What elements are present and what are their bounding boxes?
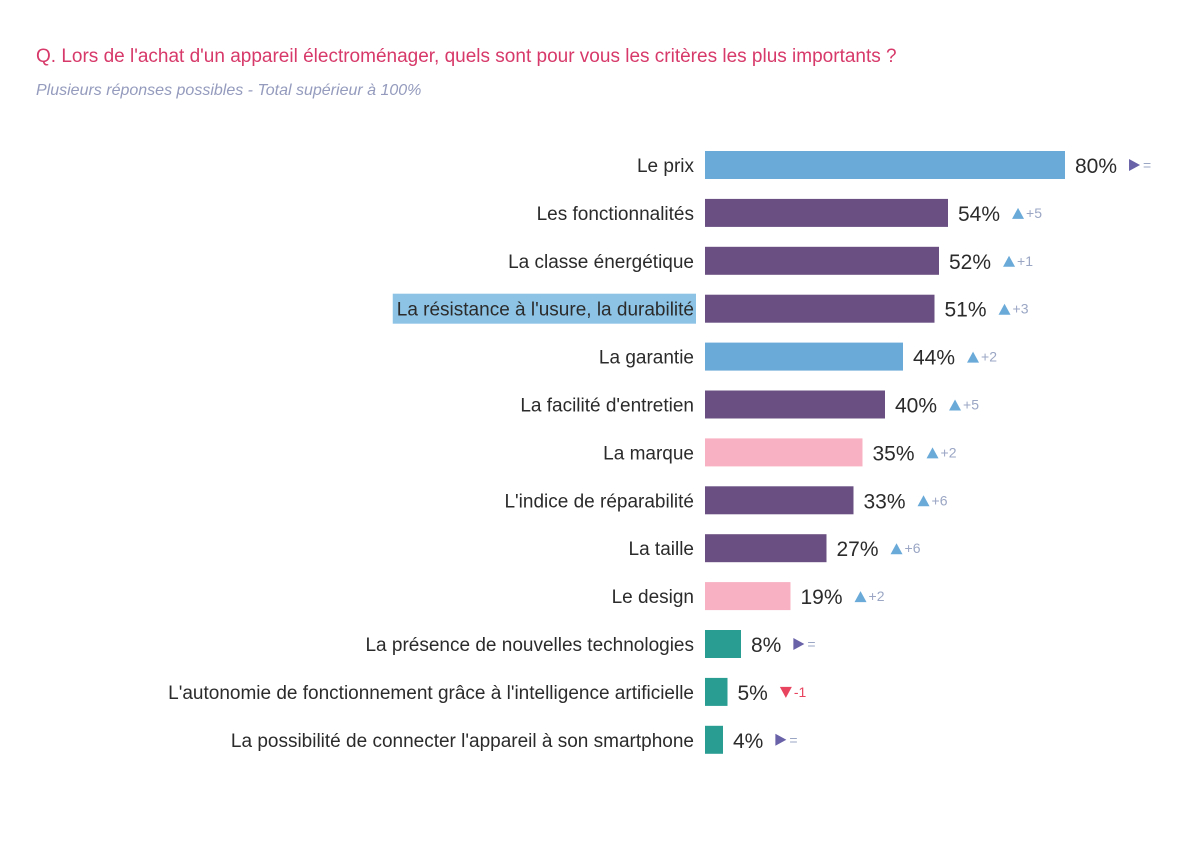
trend-up-icon (949, 399, 962, 411)
bar-row: La facilité d'entretien 40% +5 (520, 390, 979, 419)
value-label: 5% (738, 682, 768, 705)
change-label: +2 (869, 588, 885, 604)
bar-row: La résistance à l'usure, la durabilité 51… (392, 293, 1029, 324)
category-label: La facilité d'entretien (520, 396, 694, 417)
change-label: +6 (905, 540, 921, 556)
trend-up-icon (1003, 255, 1016, 267)
category-label: Le design (612, 587, 694, 608)
trend-up-icon (1012, 207, 1025, 219)
trend-flat-icon (793, 638, 805, 650)
category-label: Le prix (637, 156, 695, 177)
bar (705, 294, 935, 323)
bar (705, 438, 863, 467)
change-label: -1 (794, 684, 807, 700)
bar (705, 198, 948, 227)
category-label: Les fonctionnalités (537, 204, 694, 225)
value-label: 33% (864, 490, 906, 513)
category-label: La résistance à l'usure, la durabilité (397, 300, 694, 321)
change-label: +1 (1017, 253, 1033, 269)
trend-flat-icon (1129, 159, 1141, 171)
category-label: La présence de nouvelles technologies (365, 635, 694, 656)
bar-row: Le prix 80% = (637, 151, 1151, 179)
bar-row: La garantie 44% +2 (599, 342, 997, 371)
trend-up-icon (890, 543, 903, 555)
value-label: 40% (895, 395, 937, 418)
change-label: = (789, 732, 797, 748)
category-label: L'autonomie de fonctionnement grâce à l'… (168, 683, 694, 704)
bar (705, 151, 1065, 179)
change-label: +5 (1026, 205, 1042, 221)
change-label: +5 (963, 397, 979, 413)
value-label: 35% (873, 442, 915, 465)
bar (705, 342, 903, 371)
value-label: 51% (945, 299, 987, 322)
bar-row: La présence de nouvelles technologies 8% = (365, 630, 816, 658)
value-label: 27% (837, 538, 879, 561)
chart-title: Q. Lors de l'achat d'un appareil électro… (36, 46, 897, 67)
change-label: +2 (941, 444, 957, 460)
trend-flat-icon (775, 733, 787, 746)
trend-up-icon (998, 303, 1011, 315)
bar (705, 486, 854, 515)
bar (705, 246, 939, 275)
category-label: La garantie (599, 348, 694, 369)
bar (705, 534, 827, 563)
bar-row: L'autonomie de fonctionnement grâce à l'… (168, 677, 807, 706)
category-label: La marque (603, 443, 694, 464)
bar (705, 725, 723, 754)
bar-row: La possibilité de connecter l'appareil à… (231, 725, 798, 754)
category-label: La possibilité de connecter l'appareil à… (231, 731, 694, 752)
bar-row: La classe énergétique 52% +1 (508, 246, 1033, 275)
change-label: = (807, 636, 815, 652)
bar-row: L'indice de réparabilité 33% +6 (504, 486, 948, 515)
bar-row: La marque 35% +2 (603, 438, 957, 467)
label-highlight (392, 293, 696, 324)
value-label: 8% (751, 634, 781, 657)
chart-subtitle: Plusieurs réponses possibles - Total sup… (36, 82, 422, 99)
bar (705, 677, 728, 706)
trend-up-icon (917, 495, 930, 507)
bar (705, 390, 885, 419)
change-label: +3 (1013, 301, 1029, 317)
category-label: La classe énergétique (508, 252, 694, 273)
value-label: 52% (949, 251, 991, 274)
category-label: L'indice de réparabilité (504, 491, 694, 512)
bar-row: Les fonctionnalités 54% +5 (537, 198, 1042, 227)
bar-row: Le design 19% +2 (612, 582, 885, 611)
change-label: +2 (981, 349, 997, 365)
trend-up-icon (926, 447, 939, 459)
value-label: 54% (958, 203, 1000, 226)
value-label: 80% (1075, 155, 1117, 178)
value-label: 19% (801, 586, 843, 609)
value-label: 4% (733, 730, 763, 753)
trend-down-icon (779, 686, 792, 698)
bar (705, 630, 741, 658)
change-label: = (1143, 157, 1151, 173)
bar (705, 582, 791, 611)
change-label: +6 (932, 492, 948, 508)
trend-up-icon (854, 591, 867, 603)
trend-up-icon (967, 351, 980, 363)
value-label: 44% (913, 347, 955, 370)
category-label: La taille (629, 539, 695, 560)
bar-row: La taille 27% +6 (629, 534, 921, 563)
